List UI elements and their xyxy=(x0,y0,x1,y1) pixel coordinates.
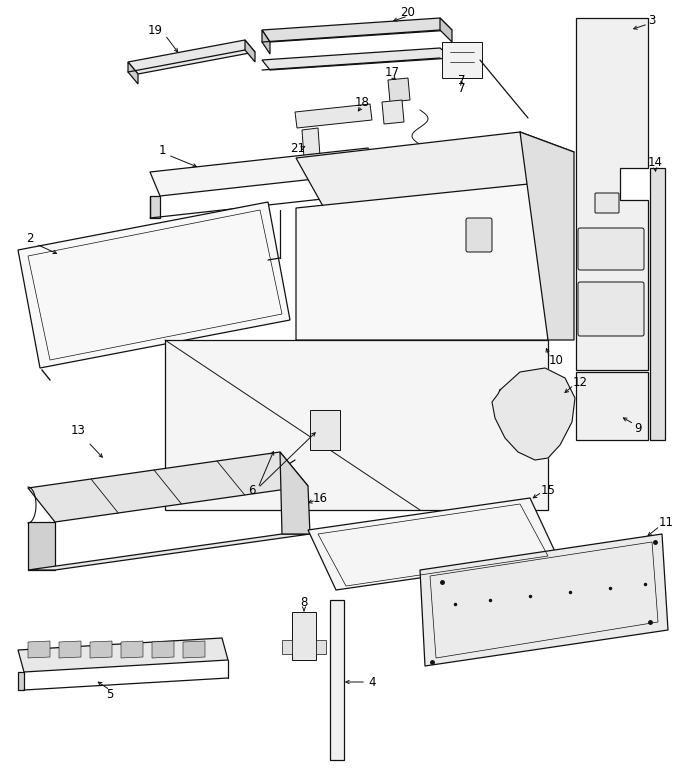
FancyBboxPatch shape xyxy=(578,282,644,336)
Polygon shape xyxy=(262,48,452,70)
Text: 12: 12 xyxy=(573,376,588,388)
Polygon shape xyxy=(59,641,81,658)
Polygon shape xyxy=(420,534,668,666)
Polygon shape xyxy=(262,30,270,54)
Text: 10: 10 xyxy=(549,353,564,367)
Polygon shape xyxy=(295,104,372,128)
FancyBboxPatch shape xyxy=(578,228,644,270)
Polygon shape xyxy=(183,641,205,658)
Polygon shape xyxy=(442,42,482,78)
Text: 19: 19 xyxy=(148,23,163,36)
Polygon shape xyxy=(150,148,378,196)
Polygon shape xyxy=(90,641,112,658)
Text: 7: 7 xyxy=(458,74,466,87)
Polygon shape xyxy=(152,641,174,658)
Text: 2: 2 xyxy=(27,232,34,244)
Text: 20: 20 xyxy=(401,5,415,19)
Text: 7: 7 xyxy=(458,81,466,95)
Polygon shape xyxy=(520,132,574,340)
Polygon shape xyxy=(296,182,548,340)
Text: 14: 14 xyxy=(647,156,662,168)
Polygon shape xyxy=(28,641,50,658)
Text: 21: 21 xyxy=(290,142,305,154)
Polygon shape xyxy=(650,168,665,440)
Text: 9: 9 xyxy=(634,422,642,435)
Text: 8: 8 xyxy=(301,595,307,608)
Polygon shape xyxy=(280,452,310,534)
Text: 11: 11 xyxy=(658,515,673,529)
Polygon shape xyxy=(28,452,308,522)
FancyBboxPatch shape xyxy=(595,193,619,213)
Text: 3: 3 xyxy=(648,13,656,26)
Polygon shape xyxy=(18,638,228,672)
Polygon shape xyxy=(165,340,548,510)
Text: 4: 4 xyxy=(369,676,376,688)
Polygon shape xyxy=(282,640,292,654)
Polygon shape xyxy=(296,132,548,208)
Polygon shape xyxy=(316,640,326,654)
Polygon shape xyxy=(121,641,143,658)
Text: 13: 13 xyxy=(71,423,86,436)
Polygon shape xyxy=(292,612,316,660)
Text: 1: 1 xyxy=(158,143,166,157)
Text: 18: 18 xyxy=(354,95,369,109)
Text: 6: 6 xyxy=(248,484,256,497)
Polygon shape xyxy=(150,196,160,218)
Text: 15: 15 xyxy=(541,484,556,497)
Text: 17: 17 xyxy=(384,66,400,78)
Polygon shape xyxy=(440,18,452,42)
Polygon shape xyxy=(576,372,648,440)
FancyBboxPatch shape xyxy=(466,218,492,252)
Polygon shape xyxy=(308,498,558,590)
Polygon shape xyxy=(18,202,290,368)
Text: 5: 5 xyxy=(106,687,114,701)
Polygon shape xyxy=(18,672,24,690)
Text: 16: 16 xyxy=(313,491,328,505)
Polygon shape xyxy=(492,368,575,460)
Polygon shape xyxy=(302,128,320,158)
Polygon shape xyxy=(388,78,410,102)
Polygon shape xyxy=(245,40,255,62)
Polygon shape xyxy=(262,18,452,42)
Polygon shape xyxy=(128,62,138,84)
Polygon shape xyxy=(382,100,404,124)
Polygon shape xyxy=(128,40,255,74)
Polygon shape xyxy=(28,522,55,570)
Polygon shape xyxy=(310,410,340,450)
Polygon shape xyxy=(576,18,648,370)
Polygon shape xyxy=(28,534,310,570)
Polygon shape xyxy=(330,600,344,760)
